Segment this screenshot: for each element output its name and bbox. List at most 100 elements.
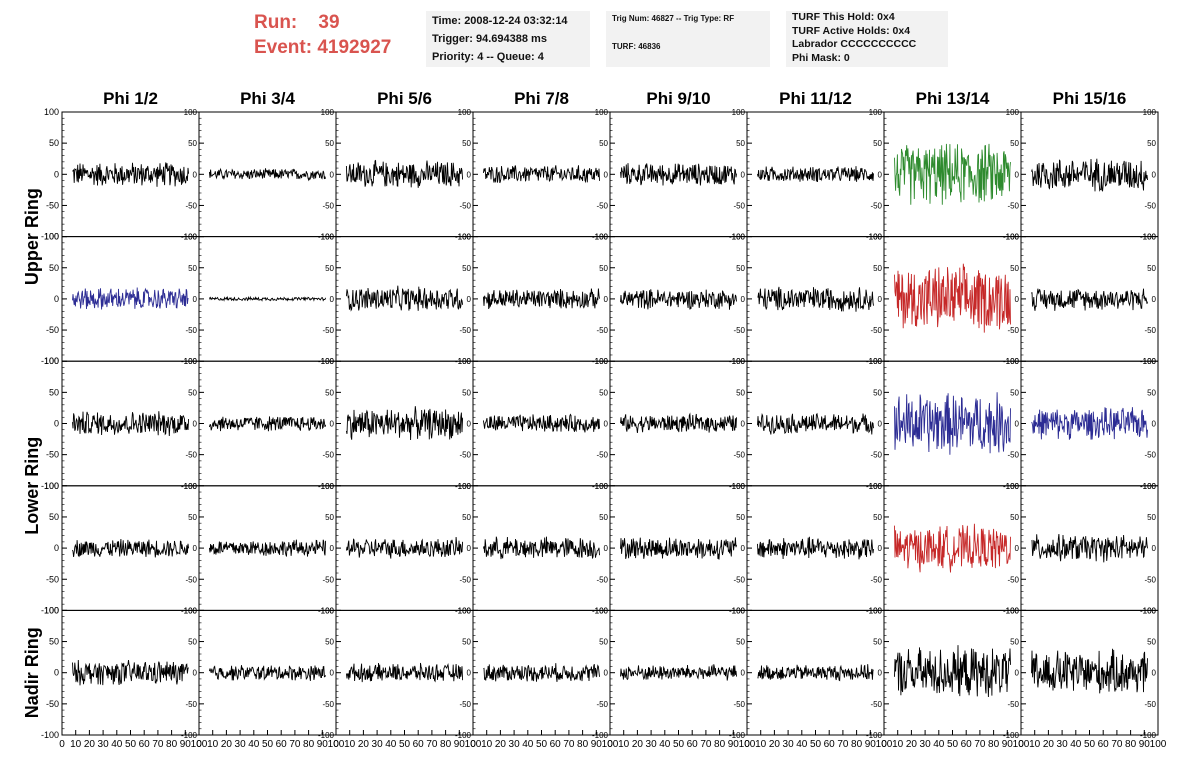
y-tick-label: -50	[46, 200, 59, 210]
y-tick-label-right: 0	[741, 420, 746, 429]
x-tick-label: 0	[333, 739, 339, 750]
y-tick-label-right: -50	[1144, 700, 1156, 709]
y-tick-label-right: -50	[185, 451, 197, 460]
y-tick-label: 50	[49, 138, 59, 148]
y-tick-label-right: 0	[1152, 420, 1157, 429]
y-tick-label-right: -100	[1140, 233, 1157, 242]
y-tick-label-right: -50	[322, 700, 334, 709]
waveform-trace	[757, 536, 874, 560]
x-tick-label: 80	[1125, 739, 1137, 750]
y-tick-label-right: 50	[462, 264, 471, 273]
y-tick-label-right: -50	[459, 700, 471, 709]
y-tick-label-right: 0	[741, 170, 746, 179]
y-tick-label-right: 100	[1006, 482, 1020, 491]
panel-frame	[609, 485, 748, 611]
x-tick-label: 20	[632, 739, 644, 750]
y-tick-label-right: -50	[870, 575, 882, 584]
waveform-trace	[757, 286, 874, 312]
y-tick-label-right: -50	[733, 575, 745, 584]
y-tick-label-right: 0	[604, 170, 609, 179]
y-tick-label-right: 50	[873, 388, 882, 397]
y-tick-label-right: 50	[1147, 139, 1156, 148]
x-tick-label: 60	[687, 739, 699, 750]
y-tick-label: 50	[49, 637, 59, 647]
x-tick-label: 80	[988, 739, 1000, 750]
waveform-trace	[894, 392, 1011, 455]
y-tick-label-right: 0	[741, 295, 746, 304]
x-tick-label: 100	[328, 739, 345, 750]
y-tick-label-right: 0	[878, 544, 883, 553]
x-tick-label: 30	[372, 739, 384, 750]
y-tick-label-right: 50	[1147, 513, 1156, 522]
y-tick-label-right: 100	[458, 482, 472, 491]
y-tick-label-right: 0	[878, 669, 883, 678]
panel-frame	[1020, 609, 1159, 736]
x-tick-label: 60	[824, 739, 836, 750]
x-tick-label: 10	[1029, 739, 1041, 750]
waveform-trace	[345, 406, 464, 441]
x-tick-label: 40	[1070, 739, 1082, 750]
column-header: Phi 9/10	[646, 89, 710, 108]
x-tick-label: 70	[974, 739, 986, 750]
x-tick-label: 100	[1150, 739, 1167, 750]
waveform-trace	[620, 289, 737, 310]
waveform-trace	[345, 536, 464, 559]
y-tick-label-right: 0	[1015, 170, 1020, 179]
y-tick-label-right: -100	[592, 233, 609, 242]
trig-num-text: Trig Num: 46827 -- Trig Type: RF	[612, 14, 735, 23]
x-tick-label: 60	[1098, 739, 1110, 750]
waveform-trace	[1031, 158, 1148, 192]
x-tick-label: 90	[1139, 739, 1151, 750]
y-tick-label-right: 50	[736, 139, 745, 148]
y-tick-label: -50	[46, 325, 59, 335]
y-tick-label-right: -100	[1140, 357, 1157, 366]
y-tick-label-right: 100	[595, 357, 609, 366]
x-tick-label: 10	[892, 739, 904, 750]
x-tick-label: 0	[744, 739, 750, 750]
y-tick-label-right: -50	[322, 451, 334, 460]
y-tick-label-right: -100	[866, 357, 883, 366]
y-tick-label-right: 50	[462, 638, 471, 647]
waveform-trace	[757, 412, 874, 435]
y-tick-label-right: 100	[184, 357, 198, 366]
x-tick-label: 90	[1002, 739, 1014, 750]
y-tick-label-right: -50	[596, 700, 608, 709]
ring-label: Nadir Ring	[22, 627, 42, 718]
x-tick-label: 30	[1057, 739, 1069, 750]
y-tick-label: -100	[41, 232, 59, 242]
column-header: Phi 13/14	[916, 89, 990, 108]
x-tick-label: 30	[920, 739, 932, 750]
y-tick-label-right: -100	[318, 606, 335, 615]
turf-info-box: TURF This Hold: 0x4 TURF Active Holds: 0…	[786, 11, 948, 67]
y-tick-label-right: 50	[325, 638, 334, 647]
y-tick-label-right: 50	[188, 264, 197, 273]
x-tick-label: 0	[607, 739, 613, 750]
x-tick-label: 90	[454, 739, 466, 750]
y-tick-label: 100	[44, 107, 59, 117]
y-tick-label-right: 0	[1015, 669, 1020, 678]
y-tick-label-right: 100	[1143, 606, 1157, 615]
y-tick-label-right: 50	[599, 139, 608, 148]
y-tick-label-right: -100	[455, 357, 472, 366]
x-tick-label: 30	[509, 739, 521, 750]
y-tick-label-right: 50	[325, 139, 334, 148]
waveform-trace	[72, 162, 190, 187]
waveform-trace	[1031, 648, 1148, 694]
y-tick-label-right: 0	[330, 170, 335, 179]
x-tick-label: 10	[481, 739, 493, 750]
y-tick-label: 100	[44, 232, 59, 242]
y-tick-label-right: 100	[732, 357, 746, 366]
y-tick-label-right: 100	[458, 233, 472, 242]
x-tick-label: 70	[1111, 739, 1123, 750]
labrador-text: Labrador CCCCCCCCCC	[792, 38, 917, 50]
waveform-trace	[345, 662, 464, 683]
x-tick-label: 0	[59, 739, 65, 750]
y-tick-label-right: 100	[458, 606, 472, 615]
y-tick-label-right: 50	[325, 264, 334, 273]
y-tick-label-right: 0	[604, 295, 609, 304]
y-tick-label-right: 100	[595, 606, 609, 615]
waveform-trace	[1031, 407, 1148, 440]
x-tick-label: 70	[700, 739, 712, 750]
ring-label: Lower Ring	[22, 437, 42, 535]
x-tick-label: 80	[714, 739, 726, 750]
